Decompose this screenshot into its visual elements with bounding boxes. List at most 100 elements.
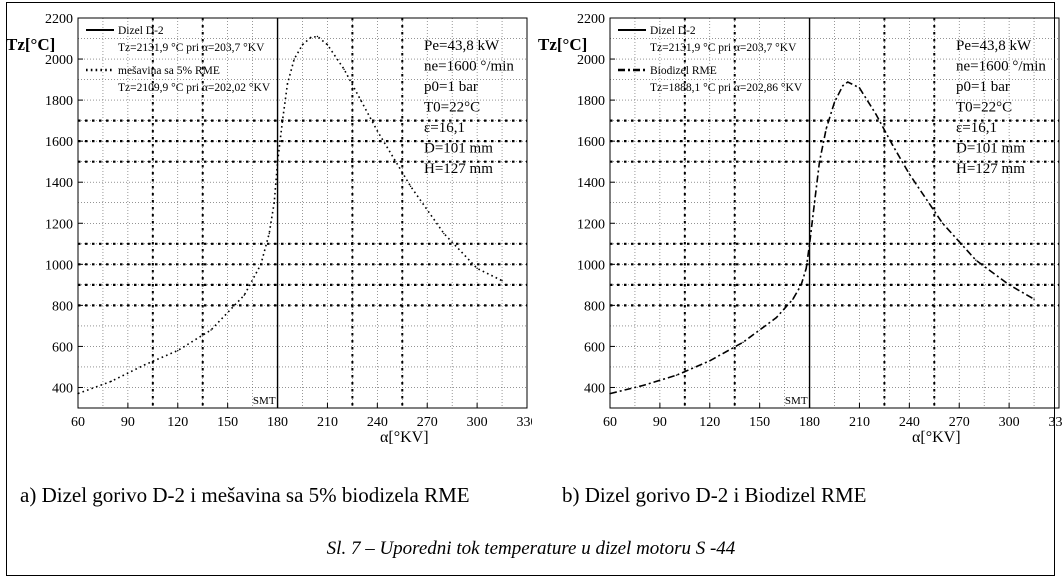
data-point [286,82,289,85]
y-tick-label: 2000 [577,53,605,68]
caption-a: a) Dizel gorivo D-2 i mešavina sa 5% bio… [20,483,470,507]
figure-caption: Sl. 7 – Uporedni tok temperature u dizel… [326,538,736,559]
parameter-text: p0=1 bar [424,79,478,95]
data-point [1033,298,1035,300]
y-tick-label: 1400 [577,176,605,191]
legend-label: mešavina sa 5% RME [118,65,220,77]
x-tick-label: 300 [999,415,1020,430]
x-tick-label: 300 [467,415,488,430]
y-tick-label: 2000 [45,53,73,68]
data-point [675,374,678,376]
y-axis-label: Tz[°C] [6,35,55,54]
data-point [792,298,794,300]
y-tick-label: 1600 [577,135,605,150]
data-point [813,202,816,204]
x-tick-label: 210 [317,415,338,430]
parameter-text: Pe=43,8 kW [956,38,1032,54]
data-point [268,232,270,235]
data-point [892,144,894,146]
data-point [501,280,503,282]
x-tick-label: 60 [71,415,85,430]
y-tick-label: 2200 [45,12,73,27]
x-tick-label: 330 [1049,415,1062,430]
y-tick-label: 1000 [577,258,605,273]
x-tick-label: 150 [217,415,238,430]
data-point [805,267,807,270]
data-point [742,341,744,344]
y-tick-label: 1200 [577,217,605,232]
data-point [210,329,212,331]
legend-note: Tz=2131,9 °C pri α=203,7 °KV [118,42,265,54]
x-tick-label: 60 [603,415,617,430]
x-tick-label: 90 [653,415,667,430]
parameter-text: D=101 mm [956,141,1025,157]
data-point [273,202,275,204]
data-point [825,128,827,130]
data-point [360,99,362,101]
data-point [343,68,345,71]
legend-note: Tz=1888,1 °C pri α=202,86 °KV [650,82,803,94]
data-point [818,160,821,163]
parameter-text: D=101 mm [424,141,493,157]
data-point [143,364,146,366]
parameter-text: H=127 mm [956,161,1025,177]
data-point [941,222,944,224]
y-tick-label: 1000 [45,258,73,273]
data-point [842,85,844,87]
y-tick-label: 400 [584,381,605,396]
tdc-label: SMT [253,395,276,407]
x-axis-label: α[°KV] [912,429,961,446]
y-tick-label: 600 [52,340,73,355]
x-tick-label: 150 [749,415,770,430]
parameter-text: Pe=43,8 kW [424,38,500,54]
data-point [875,113,877,116]
data-point [800,284,802,286]
x-tick-label: 180 [267,415,288,430]
y-axis-label: Tz[°C] [538,35,587,54]
x-tick-label: 120 [167,415,188,430]
legend-label: Dizel D-2 [650,25,696,37]
x-tick-label: 270 [949,415,970,430]
parameter-text: T0=22°C [424,100,480,116]
y-tick-label: 1600 [45,135,73,150]
data-point [833,101,836,103]
parameter-text: H=127 mm [424,161,493,177]
x-tick-label: 90 [121,415,135,430]
series-line [609,81,1035,395]
data-point [276,160,279,163]
data-point [808,243,811,245]
parameter-text: ne=1600 °/min [956,59,1046,75]
data-point [476,267,478,270]
data-point [709,360,711,362]
data-point [316,35,319,38]
figure-frame [6,2,1055,576]
data-point [609,392,611,395]
parameter-text: p0=1 bar [956,79,1010,95]
chart-b: SMT 400 600 800 1000 1200 1400 1600 1800 2000 2200… [538,12,1062,446]
data-point [77,392,79,395]
data-point [858,87,861,89]
data-point [975,259,977,261]
data-point [443,232,445,235]
legend-label: Dizel D-2 [118,25,164,37]
parameter-text: ε=16,1 [424,120,465,136]
y-tick-label: 1400 [45,176,73,191]
data-point [326,43,329,46]
plot-area-border [609,17,1060,409]
data-point [376,130,379,132]
y-tick-label: 2200 [577,12,605,27]
plot-area-border [77,17,528,409]
y-tick-label: 600 [584,340,605,355]
x-tick-label: 210 [849,415,870,430]
x-tick-label: 240 [367,415,388,430]
parameter-text: T0=22°C [956,100,1012,116]
legend-note: Tz=2131,9 °C pri α=203,7 °KV [650,42,797,54]
y-tick-label: 800 [584,299,605,314]
data-point [409,185,412,188]
x-axis-label: α[°KV] [380,429,429,446]
data-point [177,349,179,352]
legend-label: Biodizel RME [650,65,717,77]
x-tick-label: 180 [799,415,820,430]
data-point [847,81,849,83]
data-point [281,119,284,122]
